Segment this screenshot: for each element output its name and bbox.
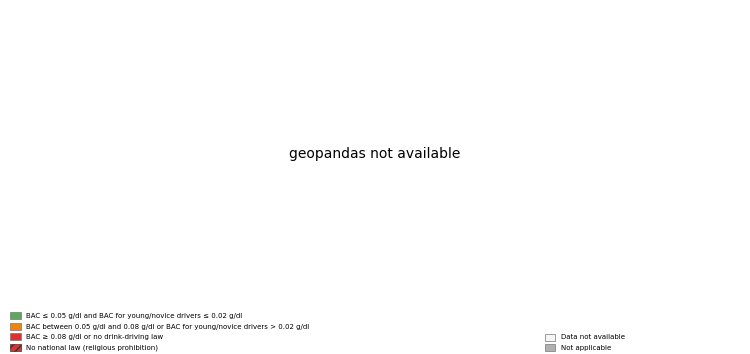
Legend: Data not available, Not applicable: Data not available, Not applicable [542, 331, 628, 354]
Legend: BAC ≤ 0.05 g/dl and BAC for young/novice drivers ≤ 0.02 g/dl, BAC between 0.05 g: BAC ≤ 0.05 g/dl and BAC for young/novice… [8, 309, 312, 354]
Text: geopandas not available: geopandas not available [290, 147, 460, 161]
